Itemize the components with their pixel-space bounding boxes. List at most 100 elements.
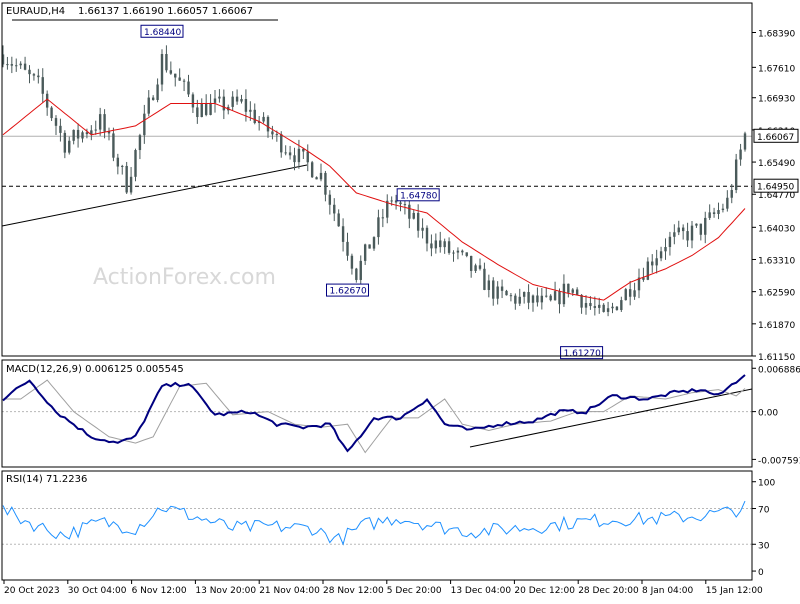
candle-body [143, 113, 146, 136]
candle-body [589, 303, 592, 307]
candle-body [580, 294, 583, 308]
candle-body [341, 226, 345, 242]
candle-body [496, 286, 499, 299]
symbol-label: EURAUD,H4 [6, 6, 65, 17]
candle-body [681, 227, 685, 232]
candle-body [514, 295, 517, 304]
candle-body [72, 129, 75, 141]
candle-body [346, 241, 349, 256]
candle-body [138, 135, 142, 151]
rsi-pane [1, 470, 753, 581]
candle-body [505, 290, 508, 296]
candle-body [302, 148, 305, 152]
candle-body [178, 77, 181, 81]
candle-body [469, 255, 473, 271]
candle-body [368, 244, 371, 249]
reference-price-label: 1.64950 [757, 183, 794, 193]
candle-body [337, 213, 340, 227]
candle-body [125, 165, 128, 193]
candle-body [598, 304, 601, 308]
x-axis-tick-label: 13 Dec 04:00 [451, 586, 512, 596]
candle-body [390, 200, 393, 202]
candle-body [355, 268, 358, 280]
candle-body [421, 227, 424, 231]
candle-body [549, 295, 552, 301]
candle-body [509, 295, 513, 297]
candle-body [545, 295, 548, 297]
candle-body [284, 152, 287, 154]
candle-body [615, 306, 619, 310]
candle-body [81, 132, 84, 139]
candle-body [522, 291, 526, 297]
candle-body [1, 54, 5, 65]
price-y-tick-label: 1.61150 [758, 353, 795, 363]
candle-body [187, 81, 190, 95]
candle-body [204, 103, 208, 115]
candle-body [116, 157, 120, 167]
candle-body [76, 129, 80, 139]
candle-body [333, 204, 336, 214]
candle-body [37, 75, 40, 78]
candle-body [699, 223, 703, 235]
candle-body [41, 77, 44, 94]
x-axis-tick-label: 28 Nov 12:00 [323, 586, 384, 596]
candle-body [394, 200, 398, 203]
candle-body [271, 131, 274, 135]
candle-body [646, 261, 650, 280]
candle-body [107, 131, 111, 134]
price-annotation-label: 1.68440 [144, 28, 181, 38]
candle-body [59, 125, 62, 133]
price-annotation-box [396, 188, 440, 202]
candle-body [730, 190, 733, 198]
reference-price-box [753, 178, 799, 193]
candle-body [209, 102, 212, 115]
candle-body [328, 194, 332, 205]
candle-body [624, 289, 627, 301]
watermark: ActionForex.com [93, 265, 276, 290]
x-axis-tick-label: 15 Jan 12:00 [706, 586, 763, 596]
candle-body [659, 251, 663, 259]
candle-body [112, 133, 115, 158]
candle-body [492, 280, 495, 299]
candle-body [664, 247, 667, 252]
candle-body [324, 172, 327, 195]
price-annotation-box [140, 24, 184, 38]
candle-body [235, 96, 239, 102]
rsi-y-tick-label: 100 [758, 479, 775, 489]
macd-y-tick-label: 0.00 [758, 409, 778, 419]
candle-body [129, 176, 133, 193]
candle-body [743, 133, 747, 150]
price-y-tick-label: 1.62590 [758, 289, 795, 299]
candle-body [253, 109, 256, 123]
candle-body [262, 116, 265, 122]
price-annotation-label: 1.61270 [564, 349, 601, 359]
price-y-tick-label: 1.68390 [758, 29, 795, 39]
candle-body [439, 240, 442, 248]
candle-body [642, 277, 645, 280]
candle-body [363, 244, 367, 261]
candle-body [500, 286, 504, 291]
candle-body [425, 227, 429, 244]
x-axis-tick-label: 30 Oct 04:00 [68, 586, 127, 596]
price-y-tick-label: 1.64770 [758, 191, 795, 201]
candle-body [280, 134, 283, 153]
candle-body [668, 236, 672, 248]
macd-trendline [469, 388, 753, 448]
candle-body [377, 217, 380, 238]
rsi-label: RSI(14) 71.2236 [6, 474, 87, 485]
candle-body [266, 116, 270, 132]
x-axis-tick-label: 8 Jan 04:00 [642, 586, 694, 596]
candle-body [739, 149, 742, 160]
price-annotation-label: 1.62670 [330, 287, 367, 297]
x-axis-tick-label: 13 Nov 20:00 [195, 586, 256, 596]
x-axis-tick-label: 21 Nov 04:00 [259, 586, 320, 596]
macd-line [2, 374, 746, 453]
price-annotation-label: 1.64780 [400, 191, 437, 201]
candle-body [169, 70, 173, 74]
candle-body [94, 129, 97, 131]
candle-body [45, 93, 49, 108]
rsi-y-tick-label: 30 [758, 541, 770, 551]
macd-y-tick-label: -0.007591 [758, 456, 800, 466]
